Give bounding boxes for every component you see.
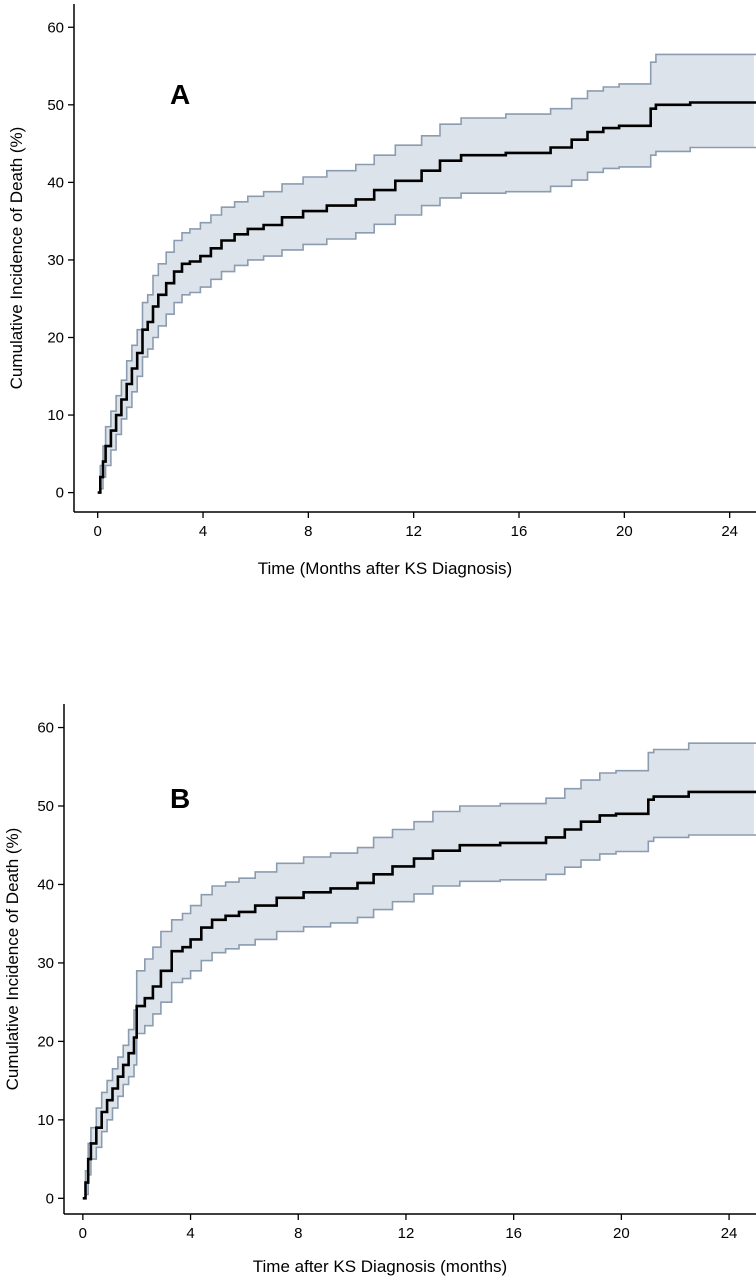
y-tick-label-b: 30 [37, 955, 54, 972]
y-tick-label-a: 30 [47, 252, 64, 269]
x-tick-label-a: 24 [721, 523, 738, 540]
lower-ci-line-b [82, 834, 756, 1200]
x-tick-label-b: 12 [398, 1225, 415, 1242]
upper-ci-line-b [82, 742, 756, 1200]
estimate-line-a [97, 101, 756, 494]
y-tick-label-b: 0 [46, 1190, 54, 1207]
y-tick-label-a: 0 [56, 485, 64, 502]
confidence-band-a [97, 54, 756, 493]
lower-ci-line-a [97, 146, 756, 494]
y-tick-label-a: 10 [47, 407, 64, 424]
x-axis-title-b: Time after KS Diagnosis (months) [253, 1257, 507, 1276]
x-tick-label-a: 12 [405, 523, 422, 540]
y-axis-title-a: Cumulative Incidence of Death (%) [7, 127, 26, 390]
x-tick-label-b: 4 [186, 1225, 194, 1242]
y-tick-label-b: 60 [37, 720, 54, 737]
x-tick-label-b: 16 [505, 1225, 522, 1242]
confidence-band-b [82, 743, 756, 1199]
estimate-line-b [82, 790, 756, 1200]
x-tick-label-b: 24 [721, 1225, 738, 1242]
y-tick-label-b: 50 [37, 798, 54, 815]
x-tick-label-b: 0 [79, 1225, 87, 1242]
x-tick-label-a: 20 [616, 523, 633, 540]
y-tick-label-a: 60 [47, 19, 64, 36]
x-tick-label-a: 16 [511, 523, 528, 540]
y-tick-label-a: 20 [47, 329, 64, 346]
y-tick-label-a: 40 [47, 174, 64, 191]
panel-label-b: B [170, 783, 190, 814]
x-tick-label-a: 0 [94, 523, 102, 540]
y-tick-label-b: 10 [37, 1112, 54, 1129]
x-tick-label-b: 20 [613, 1225, 630, 1242]
y-tick-label-b: 20 [37, 1033, 54, 1050]
x-axis-title-a: Time (Months after KS Diagnosis) [258, 559, 512, 578]
panel-label-a: A [170, 79, 190, 110]
y-tick-label-b: 40 [37, 876, 54, 893]
x-tick-label-a: 4 [199, 523, 207, 540]
x-tick-label-b: 8 [294, 1225, 302, 1242]
y-axis-title-b: Cumulative Incidence of Death (%) [3, 828, 22, 1091]
panel-b: 0 10 20 30 40 50 60 0 4 8 12 16 20 24 Time after KS Di… [3, 704, 756, 1276]
y-tick-label-a: 50 [47, 97, 64, 114]
upper-ci-line-a [97, 53, 756, 494]
panel-a: 0 10 20 30 40 50 60 0 4 8 12 16 20 24 Time (Months aft… [7, 4, 756, 578]
x-tick-label-a: 8 [304, 523, 312, 540]
